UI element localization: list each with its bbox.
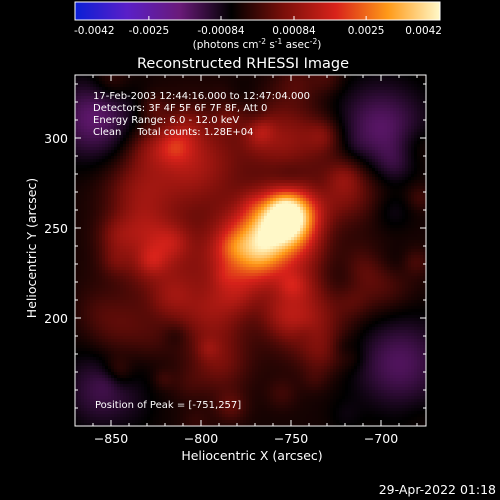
heatmap-image	[75, 75, 426, 426]
colorbar-tick-label: -0.0025	[129, 25, 170, 37]
x-tick-label: −750	[274, 431, 308, 446]
y-tick-label: 250	[44, 221, 68, 236]
colorbar-tick-label: 0.00084	[272, 25, 316, 37]
plot-frame	[74, 74, 427, 427]
heatmap-image-container	[75, 75, 426, 426]
annotation-block: 17-Feb-2003 12:44:16.000 to 12:47:04.000…	[93, 91, 310, 138]
annotation-detectors: Detectors: 3F 4F 5F 6F 7F 8F, Att 0	[93, 103, 267, 114]
annotation-time-range: 17-Feb-2003 12:44:16.000 to 12:47:04.000	[93, 91, 310, 102]
annotation-clean-counts: Clean Total counts: 1.28E+04	[93, 127, 253, 138]
y-tick-label: 300	[44, 131, 68, 146]
axes: −850 −800 −750 −700 200 250 300	[44, 75, 426, 446]
y-tick-label: 200	[44, 311, 68, 326]
colorbar-unit-label: (photons cm-2 s-1 asec-2)	[193, 37, 322, 51]
colorbar: -0.0042 -0.0025 -0.00084 0.00084 0.0025 0.004…	[74, 1, 442, 51]
peak-position-label: Position of Peak = [-751,257]	[95, 400, 241, 411]
y-axis-label: Heliocentric Y (arcsec)	[24, 178, 39, 318]
x-tick-label: −700	[364, 431, 398, 446]
colorbar-tick-label: 0.0042	[405, 25, 442, 37]
colorbar-tick-label: -0.00084	[197, 25, 245, 37]
colorbar-gradient	[74, 1, 441, 21]
x-tick-label: −850	[94, 431, 128, 446]
x-axis-label: Heliocentric X (arcsec)	[181, 448, 322, 463]
annotation-energy-range: Energy Range: 6.0 - 12.0 keV	[93, 115, 239, 126]
colorbar-tick-label: 0.0025	[348, 25, 385, 37]
x-tick-label: −800	[184, 431, 218, 446]
colorbar-tick-label: -0.0042	[74, 25, 115, 37]
colorbar-ticks: -0.0042 -0.0025 -0.00084 0.00084 0.0025 0.004…	[74, 16, 442, 37]
chart-title: Reconstructed RHESSI Image	[137, 56, 349, 72]
timestamp: 29-Apr-2022 01:18	[379, 482, 496, 497]
